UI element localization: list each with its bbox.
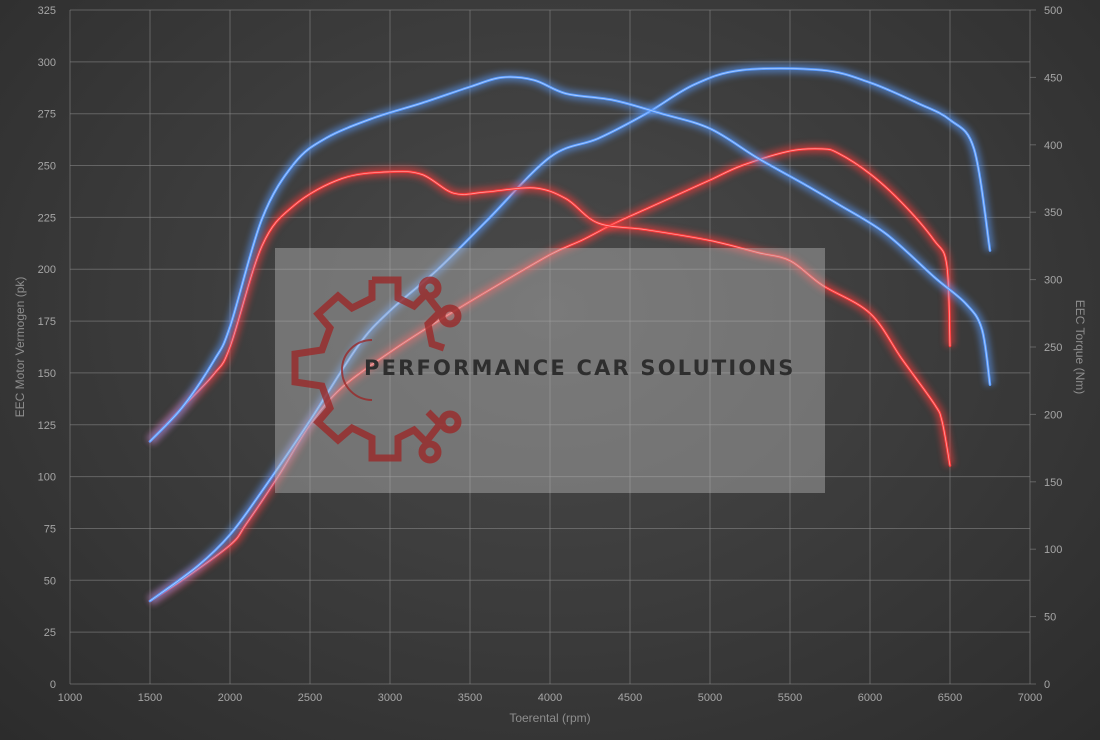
x-tick-label: 1500 bbox=[138, 692, 162, 704]
y-left-tick-label: 0 bbox=[50, 679, 56, 691]
series-highlight bbox=[149, 76, 991, 442]
y-left-tick-label: 225 bbox=[38, 212, 56, 224]
x-axis-label: Toerental (rpm) bbox=[509, 711, 590, 725]
y-axis-left-label: EEC Motor Vermogen (pk) bbox=[13, 277, 27, 418]
x-tick-label: 4500 bbox=[618, 692, 642, 704]
y-right-tick-label: 500 bbox=[1044, 5, 1062, 17]
x-tick-label: 6500 bbox=[938, 692, 962, 704]
tick-labels: 1000 1500 2000 2500 3000 3500 4000 4500 5000 5500… bbox=[38, 5, 1063, 704]
series-blue-left bbox=[147, 63, 995, 605]
series-highlight bbox=[149, 68, 991, 602]
y-right-tick-label: 150 bbox=[1044, 477, 1062, 489]
x-tick-label: 2000 bbox=[218, 692, 242, 704]
y-right-tick-label: 0 bbox=[1044, 679, 1050, 691]
series-lines bbox=[146, 63, 995, 605]
y-right-tick-label: 400 bbox=[1044, 140, 1062, 152]
x-tick-label: 5000 bbox=[698, 692, 722, 704]
y-right-tick-label: 450 bbox=[1044, 72, 1062, 84]
x-tick-label: 7000 bbox=[1018, 692, 1042, 704]
gear-logo-icon bbox=[291, 276, 462, 464]
y-left-tick-label: 125 bbox=[38, 420, 56, 432]
x-tick-label: 1000 bbox=[58, 692, 82, 704]
series-blue-right bbox=[146, 72, 995, 445]
y-left-tick-label: 100 bbox=[38, 472, 56, 484]
y-left-tick-label: 275 bbox=[38, 109, 56, 121]
watermark-panel bbox=[275, 248, 825, 493]
y-axis-right-label: EEC Torque (Nm) bbox=[1073, 300, 1087, 394]
y-left-tick-label: 200 bbox=[38, 264, 56, 276]
y-right-tick-label: 250 bbox=[1044, 342, 1062, 354]
watermark: PERFORMANCE CAR SOLUTIONS bbox=[275, 248, 825, 493]
x-tick-label: 5500 bbox=[778, 692, 802, 704]
y-left-tick-label: 50 bbox=[44, 575, 56, 587]
y-left-tick-label: 175 bbox=[38, 316, 56, 328]
x-tick-label: 2500 bbox=[298, 692, 322, 704]
y-left-tick-label: 25 bbox=[44, 627, 56, 639]
y-left-tick-label: 75 bbox=[44, 523, 56, 535]
y-right-tick-label: 50 bbox=[1044, 612, 1056, 624]
x-tick-label: 4000 bbox=[538, 692, 562, 704]
series-red-right bbox=[146, 166, 955, 467]
watermark-text: PERFORMANCE CAR SOLUTIONS bbox=[364, 356, 796, 380]
y-right-tick-label: 200 bbox=[1044, 409, 1062, 421]
y-left-tick-label: 325 bbox=[38, 5, 56, 17]
x-tick-label: 3000 bbox=[378, 692, 402, 704]
y-left-tick-label: 300 bbox=[38, 57, 56, 69]
y-left-tick-label: 150 bbox=[38, 368, 56, 380]
x-tick-label: 3500 bbox=[458, 692, 482, 704]
y-right-tick-label: 350 bbox=[1044, 207, 1062, 219]
y-left-tick-label: 250 bbox=[38, 161, 56, 173]
y-right-tick-label: 100 bbox=[1044, 544, 1062, 556]
y-right-tick-label: 300 bbox=[1044, 275, 1062, 287]
x-tick-label: 6000 bbox=[858, 692, 882, 704]
series-highlight bbox=[149, 171, 951, 466]
